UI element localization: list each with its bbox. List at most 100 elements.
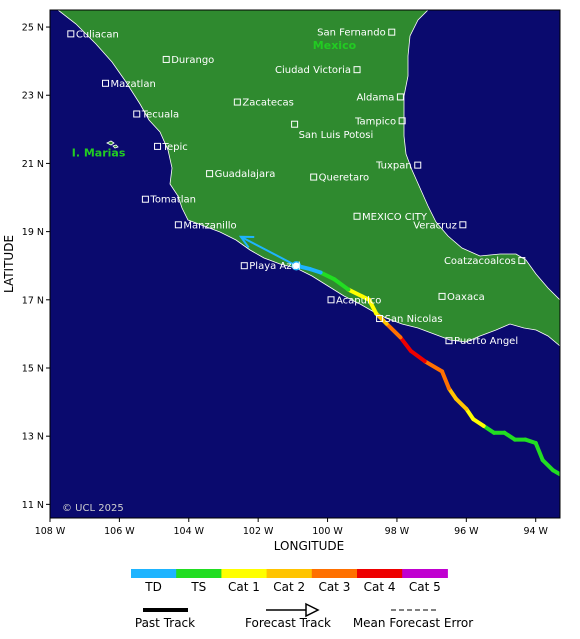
legend-past-track-label: Past Track (135, 616, 195, 630)
islas-marias-island (106, 140, 115, 146)
track-segment (481, 423, 497, 435)
y-tick-label: 19 N (22, 227, 44, 238)
track-segment (408, 348, 427, 364)
legend-category-label: Cat 4 (364, 580, 396, 594)
x-tick-label: 98 W (385, 526, 410, 537)
x-tick-label: 102 W (243, 526, 274, 537)
city-label: Oaxaca (447, 292, 485, 303)
track-segment (346, 287, 365, 299)
track-segment (446, 386, 458, 401)
city-marker-icon (459, 221, 467, 229)
legend-swatch (266, 569, 313, 578)
city-marker-icon (233, 98, 241, 106)
track-segment (453, 396, 469, 411)
legend: TD TS Cat 1 Cat 2 Cat 3 Cat 4 Cat 5 Past Track… (131, 569, 473, 630)
x-axis-ticks: 108 W 106 W 104 W 102 W 100 W 98 W 96 W 94 W (35, 518, 549, 537)
islas-marias-island (112, 144, 119, 149)
x-axis-label: LONGITUDE (274, 539, 344, 553)
track-segment (464, 406, 476, 422)
legend-category-labels: TD TS Cat 1 Cat 2 Cat 3 Cat 4 Cat 5 (144, 580, 440, 594)
y-tick-label: 11 N (22, 500, 44, 511)
legend-category-bar (131, 569, 448, 578)
city-label: Puerto Angel (454, 336, 518, 347)
city-marker-icon (445, 337, 453, 345)
city-label: Tomatlan (149, 195, 196, 206)
city-marker-icon (240, 262, 248, 270)
legend-forecast-track-label: Forecast Track (245, 616, 331, 630)
city-marker-icon (174, 221, 182, 229)
legend-swatch (131, 569, 177, 578)
y-tick-label: 23 N (22, 91, 44, 102)
legend-category-label: Cat 1 (228, 580, 260, 594)
city-marker-icon (396, 93, 404, 101)
city-marker-icon (388, 28, 396, 36)
y-tick-label: 15 N (22, 363, 44, 374)
city-label: Playa Azul (249, 261, 300, 272)
city-marker-icon (291, 120, 299, 128)
forecast-arrow-icon (238, 235, 255, 249)
track-segment (384, 321, 403, 340)
city-marker-icon (206, 170, 214, 178)
current-position-icon (291, 260, 302, 271)
city-label: Coatzacoalcos (444, 256, 516, 267)
x-tick-label: 106 W (104, 526, 135, 537)
legend-category-label: TD (144, 580, 162, 594)
city-label: Tecuala (141, 109, 179, 120)
city-marker-icon (310, 173, 318, 181)
y-axis-ticks: 25 N 23 N 21 N 19 N 17 N 15 N 13 N 11 N (22, 23, 50, 511)
track-segment (332, 277, 351, 292)
copyright-text: © UCL 2025 (62, 503, 124, 514)
legend-category-label: Cat 2 (273, 580, 305, 594)
map-border (49, 9, 561, 519)
city-label: Culiacan (76, 29, 119, 40)
legend-category-label: Cat 5 (409, 580, 441, 594)
x-tick-label: 108 W (35, 526, 66, 537)
region-label: I. Marias (72, 147, 126, 160)
legend-swatch (357, 569, 403, 578)
region-labels: Mexico I. Marias (72, 39, 357, 159)
track-segment (398, 335, 413, 353)
city-label: Manzanillo (183, 220, 236, 231)
y-tick-label: 21 N (22, 159, 44, 170)
city-marker-icon (102, 79, 110, 87)
city-label: Zacatecas (242, 98, 294, 109)
track-segment (440, 369, 451, 391)
city-marker-icon (67, 30, 75, 38)
forecast-track (238, 235, 297, 267)
city-marker-icon (438, 292, 446, 300)
legend-swatch (402, 569, 448, 578)
city-label: Veracruz (413, 220, 457, 231)
city-marker-icon (141, 195, 149, 203)
x-tick-label: 96 W (454, 526, 479, 537)
city-label: Ciudad Victoria (275, 65, 351, 76)
city-label: Durango (171, 55, 214, 66)
city-marker-icon (398, 117, 406, 125)
track-segment (502, 430, 517, 442)
city-markers: Culiacan Durango Mazatlan Tecuala Zacatecas T… (67, 28, 526, 347)
city-label: Tuxpan (375, 161, 412, 172)
city-marker-icon (154, 142, 162, 150)
track-segment (551, 468, 560, 477)
city-label: San Nicolas (385, 314, 443, 325)
y-axis-label: LATITUDE (2, 235, 16, 293)
legend-category-label: TS (190, 580, 206, 594)
city-label: Tampico (354, 116, 396, 127)
city-marker-icon (133, 110, 141, 118)
city-label: MEXICO CITY (362, 212, 428, 223)
city-label: Tepic (162, 142, 188, 153)
legend-category-label: Cat 3 (318, 580, 350, 594)
city-label: San Luis Potosi (299, 130, 374, 141)
track-segment (318, 270, 337, 282)
legend-swatch (221, 569, 268, 578)
city-label: Queretaro (319, 173, 369, 184)
city-marker-icon (353, 212, 361, 220)
city-marker-icon (376, 315, 384, 323)
map-area: Culiacan Durango Mazatlan Tecuala Zacatecas T… (49, 9, 561, 519)
y-tick-label: 17 N (22, 295, 44, 306)
x-tick-label: 94 W (523, 526, 548, 537)
track-segment (471, 417, 486, 428)
city-label: Aldama (356, 92, 394, 103)
city-marker-icon (327, 296, 335, 304)
y-tick-label: 25 N (22, 23, 44, 34)
